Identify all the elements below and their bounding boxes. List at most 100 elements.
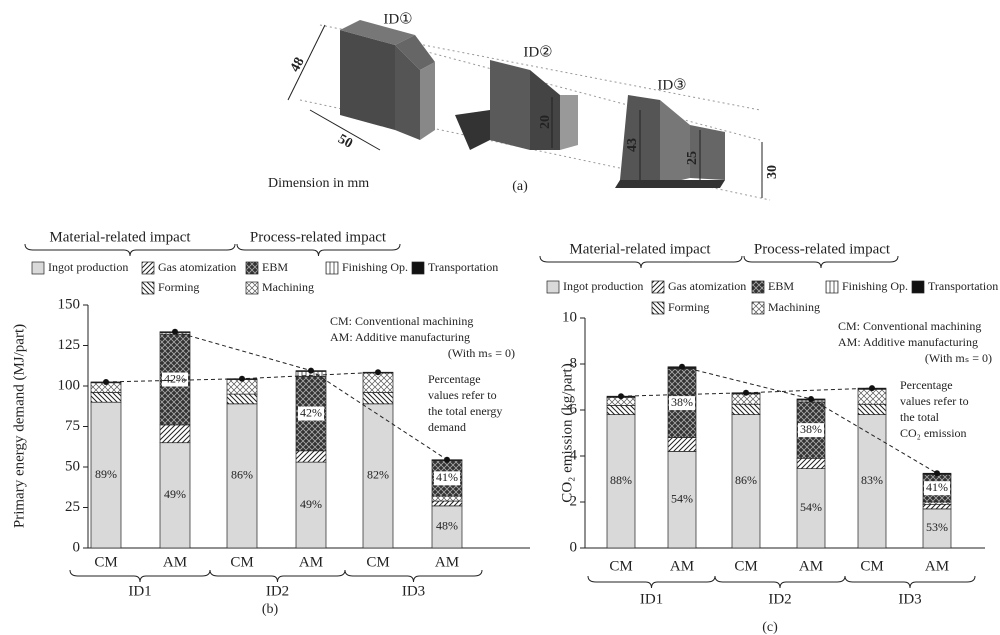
group-label: ID3 [402,583,425,599]
legend-label: Finishing Op. [842,279,908,293]
part-label: ID② [523,44,552,60]
y-tick-label: 100 [58,377,81,393]
legend-label: Gas atomization [668,279,746,293]
impact-header: Material-related impact [569,241,711,257]
share-label: 86% [735,473,757,487]
x-tick-label: AM [435,554,459,570]
legend-label: EBM [768,279,794,293]
figure-a: ID① ID② ID③ 48 50 20 43 25 30 Dimension … [268,11,780,200]
share-label: 88% [610,473,632,487]
legend-swatch [142,282,154,294]
legend-label: Ingot production [48,260,128,274]
y-tick-label: 25 [65,499,80,515]
legend-swatch [246,282,258,294]
dimension-label: 30 [765,165,780,179]
impact-header: Process-related impact [250,229,387,245]
total-marker [869,385,875,391]
header-brace [237,244,400,256]
share-label: 82% [367,468,389,482]
x-tick-label: AM [799,558,823,574]
y-tick-label: 10 [562,309,577,325]
total-marker [743,390,749,396]
total-marker [239,376,245,382]
x-tick-label: CM [94,554,117,570]
y-axis-label: CO₂ emission (kg/part) [559,363,575,502]
total-marker [444,457,450,463]
percentage-note: CO₂ emission [900,426,967,440]
panel-label: (b) [262,602,279,617]
group-label: ID2 [768,591,791,607]
legend-swatch [246,262,258,274]
part-2 [455,60,578,150]
part-1 [340,20,435,140]
bar-segment [160,425,190,443]
legend-label: Transportation [428,260,498,274]
percentage-note: values refer to [900,394,969,408]
group-label: ID2 [266,583,289,599]
legend-label: EBM [262,260,288,274]
impact-header: Material-related impact [49,229,191,245]
bar-segment [296,451,326,462]
dimension-label: 50 [335,132,354,152]
group-brace [70,570,210,582]
bar-segment [858,389,886,404]
percentage-note: Percentage [900,378,953,392]
panel-label: (a) [512,179,528,194]
legend-swatch [32,262,44,274]
y-tick-label: 75 [65,418,80,434]
header-brace [25,244,235,256]
annotation: CM: Conventional machining [838,319,981,333]
y-tick-label: 0 [73,539,81,555]
legend-label: Transportation [928,279,998,293]
dimension-label: 48 [288,55,308,74]
bar-segment [432,496,462,501]
bar-segment [797,458,825,468]
legend-swatch [547,281,559,293]
share-label: 41% [926,480,948,494]
y-tick-label: 0 [570,539,578,555]
total-marker [103,379,109,385]
y-axis-label: Primary energy demand (MJ/part) [11,324,27,528]
total-marker [375,369,381,375]
y-tick-label: 150 [58,296,81,312]
share-label: 41% [436,470,458,484]
percentage-note: demand [428,420,466,434]
legend-label: Machining [768,300,820,314]
group-brace [588,576,715,588]
total-marker [934,470,940,476]
legend-swatch [912,281,924,293]
part-label: ID③ [657,77,686,93]
x-tick-label: CM [609,558,632,574]
share-label: 86% [231,468,253,482]
y-tick-label: 125 [58,337,81,353]
group-brace [210,570,345,582]
group-brace [715,576,845,588]
bar-segment [363,392,393,403]
share-label: 54% [671,491,693,505]
share-label: 89% [95,467,117,481]
legend-label: Forming [668,300,709,314]
total-marker [172,329,178,335]
share-label: 48% [436,519,458,533]
y-tick-label: 50 [65,458,80,474]
header-brace [744,256,898,268]
chart-panel: 0 25 50 75 100 125 150 Primary energy demand (M… [11,229,530,617]
x-tick-label: AM [925,558,949,574]
x-tick-label: CM [366,554,389,570]
condition-note: (With mₛ = 0) [448,346,515,360]
legend-label: Ingot production [563,279,643,293]
total-marker [679,364,685,370]
x-tick-label: CM [734,558,757,574]
group-label: ID1 [128,583,151,599]
legend-swatch [826,281,838,293]
group-brace [845,576,975,588]
annotation: AM: Additive manufacturing [330,330,470,344]
panel-label: (c) [762,620,778,635]
share-label: 49% [300,497,322,511]
share-label: 38% [800,422,822,436]
bar-segment [91,392,121,402]
dimension-label: 43 [625,138,640,152]
legend-swatch [652,302,664,314]
x-tick-label: CM [230,554,253,570]
